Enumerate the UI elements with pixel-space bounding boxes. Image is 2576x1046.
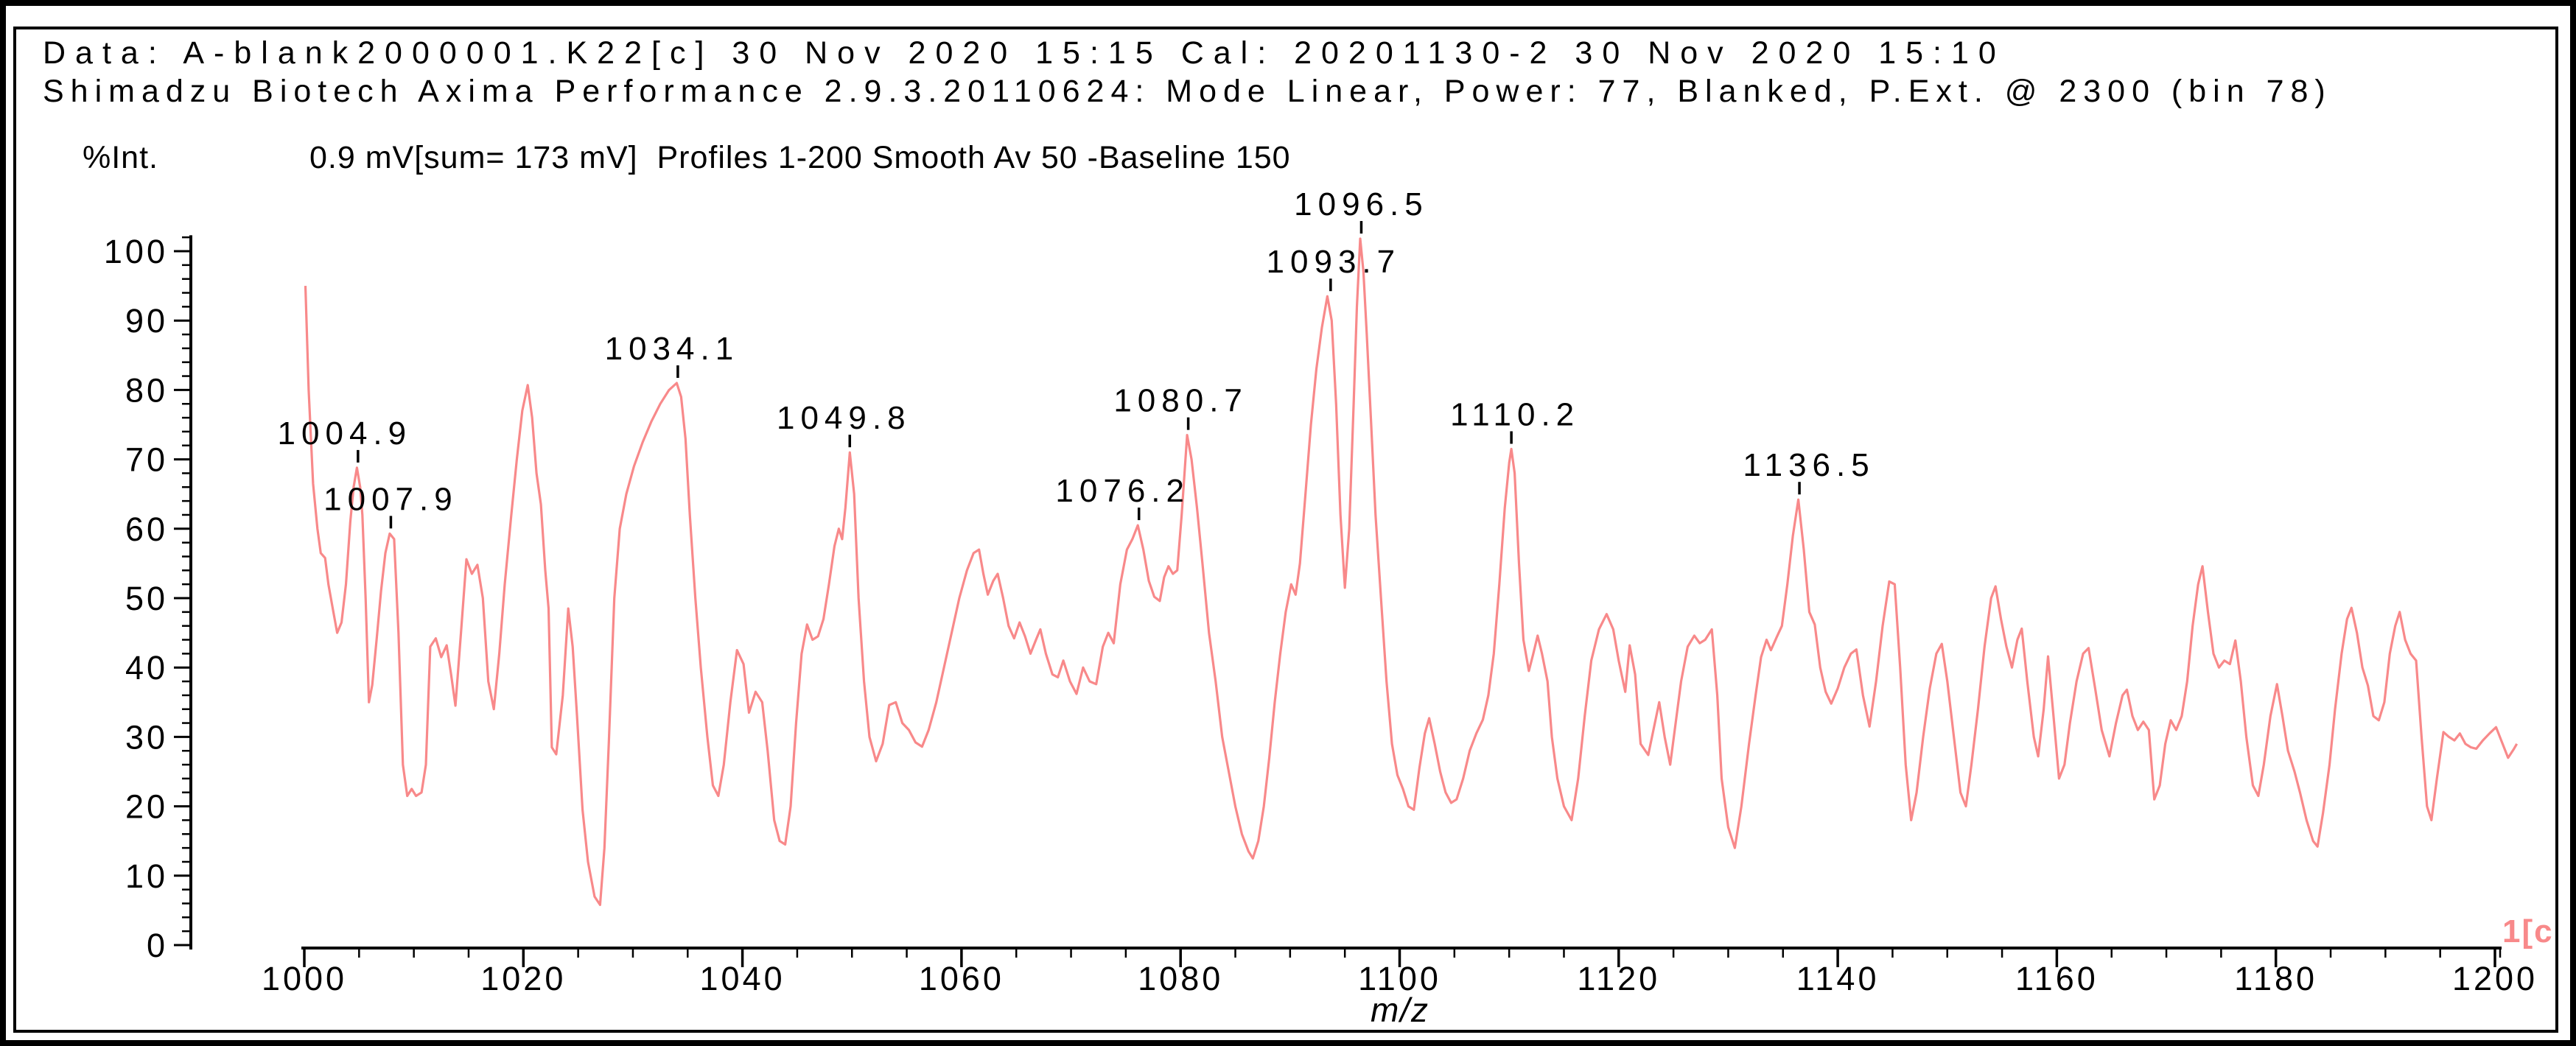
peak-label: 1076.2 xyxy=(1055,473,1190,509)
y-axis-tick-label: 50 xyxy=(125,580,168,617)
y-axis-tick-label: 80 xyxy=(125,371,168,409)
x-axis-tick-label: 1040 xyxy=(700,960,785,997)
y-axis-tick-label: 30 xyxy=(125,718,168,756)
y-axis-tick-label: 10 xyxy=(125,857,168,895)
peak-label: 1007.9 xyxy=(323,481,458,517)
x-axis-tick-label: 1140 xyxy=(1796,960,1880,997)
y-axis-unit-label: %Int. xyxy=(83,140,158,175)
x-axis-tick-label: 1000 xyxy=(262,960,347,997)
y-axis-tick-label: 40 xyxy=(125,649,168,687)
y-axis-tick-label: 60 xyxy=(125,510,168,548)
peak-label: 1093.7 xyxy=(1267,244,1401,280)
x-axis-tick-label: 1020 xyxy=(480,960,566,997)
peak-label: 1096.5 xyxy=(1294,186,1429,222)
x-axis-label: m/z xyxy=(1370,991,1430,1029)
x-axis-tick-label: 1180 xyxy=(2234,960,2317,997)
peak-label: 1080.7 xyxy=(1113,383,1248,419)
peak-label: 1136.5 xyxy=(1743,447,1875,483)
spectrum-trace xyxy=(304,237,2519,907)
acquisition-params-line: 0.9 mV[sum= 173 mV] Profiles 1-200 Smoot… xyxy=(309,140,1291,175)
x-axis-tick-label: 1160 xyxy=(2015,960,2099,997)
peak-label: 1034.1 xyxy=(605,331,740,367)
y-axis-tick-label: 0 xyxy=(147,927,168,964)
peak-label: 1110.2 xyxy=(1450,396,1580,432)
y-axis-tick-label: 70 xyxy=(125,441,168,479)
y-axis-tick-label: 90 xyxy=(125,302,168,340)
x-axis-tick-label: 1120 xyxy=(1577,960,1660,997)
y-axis-tick-label: 20 xyxy=(125,788,168,826)
peak-label: 1049.8 xyxy=(777,400,911,436)
peak-label: 1004.9 xyxy=(278,415,413,452)
data-header-line: Data: A-blank2000001.K22[c] 30 Nov 2020 … xyxy=(43,35,2006,71)
trace-id-tag: 1[c xyxy=(2502,913,2554,950)
instrument-header-line: Shimadzu Biotech Axima Performance 2.9.3… xyxy=(43,74,2332,109)
x-axis-tick-label: 1060 xyxy=(919,960,1004,997)
y-axis-tick-label: 100 xyxy=(104,233,168,270)
x-axis-tick-label: 1200 xyxy=(2452,960,2538,997)
x-axis-tick-label: 1100 xyxy=(1358,960,1441,997)
x-axis-tick-label: 1080 xyxy=(1138,960,1223,997)
